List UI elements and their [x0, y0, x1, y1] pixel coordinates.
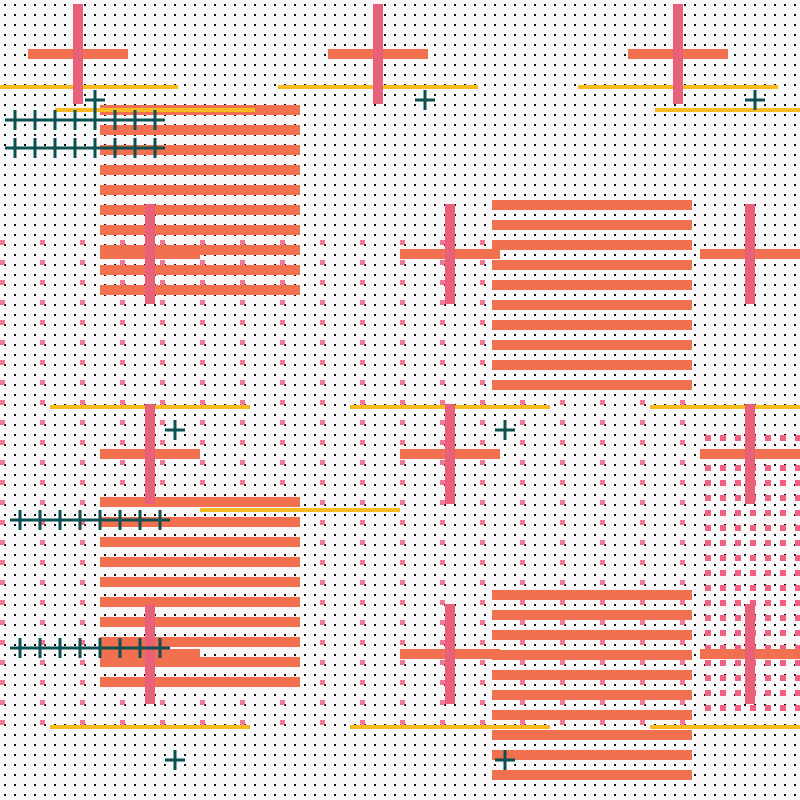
stripe-block — [100, 105, 300, 295]
stripe-block — [492, 200, 692, 390]
stripe-block — [492, 590, 692, 780]
